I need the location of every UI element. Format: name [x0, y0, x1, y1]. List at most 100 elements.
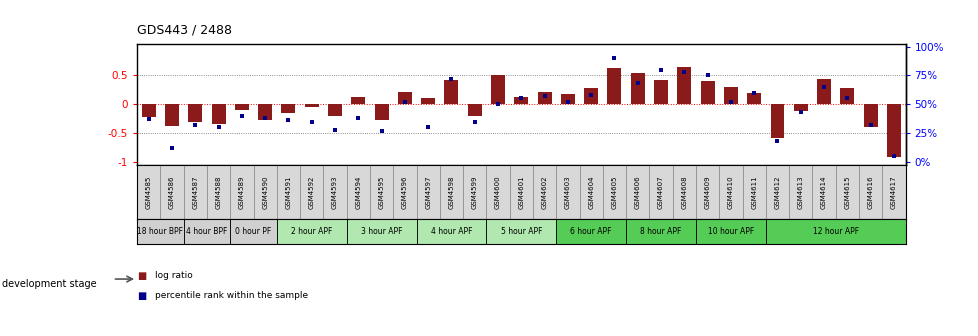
- Text: GSM4609: GSM4609: [704, 175, 710, 209]
- Bar: [421, 98, 434, 104]
- Point: [164, 145, 180, 151]
- Bar: [346, 165, 370, 219]
- Point: [512, 96, 528, 101]
- Point: [490, 101, 506, 107]
- Point: [769, 138, 784, 144]
- Text: GSM4616: GSM4616: [867, 175, 872, 209]
- Bar: [579, 165, 602, 219]
- Bar: [560, 94, 574, 104]
- Text: GSM4608: GSM4608: [681, 175, 687, 209]
- Bar: [839, 88, 854, 104]
- Bar: [416, 165, 439, 219]
- Bar: [858, 165, 881, 219]
- Text: 0 hour PF: 0 hour PF: [235, 227, 271, 236]
- Text: GSM4615: GSM4615: [843, 175, 850, 209]
- Bar: [788, 165, 812, 219]
- Bar: [700, 81, 714, 104]
- Text: 18 hour BPF: 18 hour BPF: [137, 227, 183, 236]
- Point: [885, 154, 901, 159]
- Text: GSM4617: GSM4617: [890, 175, 896, 209]
- Bar: [206, 165, 230, 219]
- Point: [327, 127, 342, 132]
- Bar: [277, 165, 300, 219]
- Text: GSM4595: GSM4595: [378, 175, 384, 209]
- Text: GSM4591: GSM4591: [286, 175, 291, 209]
- Bar: [607, 69, 621, 104]
- Point: [350, 116, 366, 121]
- Bar: [626, 165, 648, 219]
- Text: GSM4593: GSM4593: [332, 175, 337, 209]
- Bar: [397, 92, 412, 104]
- Bar: [346, 219, 416, 244]
- Bar: [770, 104, 783, 138]
- Bar: [184, 219, 230, 244]
- Text: 8 hour APF: 8 hour APF: [640, 227, 681, 236]
- Bar: [817, 79, 830, 104]
- Text: GSM4603: GSM4603: [564, 175, 570, 209]
- Bar: [188, 104, 202, 122]
- Point: [652, 67, 668, 72]
- Bar: [393, 165, 416, 219]
- Text: GSM4613: GSM4613: [797, 175, 803, 209]
- Point: [559, 99, 575, 104]
- Text: GSM4606: GSM4606: [634, 175, 641, 209]
- Text: GSM4585: GSM4585: [146, 175, 152, 209]
- Bar: [677, 67, 690, 104]
- Text: GSM4588: GSM4588: [215, 175, 221, 209]
- Text: GSM4599: GSM4599: [471, 175, 477, 209]
- Text: percentile rank within the sample: percentile rank within the sample: [155, 291, 307, 300]
- Bar: [695, 165, 719, 219]
- Text: 4 hour APF: 4 hour APF: [430, 227, 471, 236]
- Point: [676, 69, 691, 75]
- Bar: [370, 165, 393, 219]
- Text: GDS443 / 2488: GDS443 / 2488: [137, 24, 232, 37]
- Text: 5 hour APF: 5 hour APF: [500, 227, 542, 236]
- Text: GSM4611: GSM4611: [750, 175, 756, 209]
- Text: GSM4594: GSM4594: [355, 175, 361, 209]
- Bar: [491, 75, 505, 104]
- Bar: [741, 165, 765, 219]
- Point: [443, 76, 459, 82]
- Point: [420, 125, 435, 130]
- Bar: [886, 104, 900, 157]
- Bar: [602, 165, 626, 219]
- Bar: [653, 80, 667, 104]
- Point: [374, 128, 389, 133]
- Bar: [463, 165, 486, 219]
- Bar: [230, 165, 253, 219]
- Point: [210, 125, 226, 130]
- Text: 3 hour APF: 3 hour APF: [361, 227, 402, 236]
- Point: [234, 113, 249, 119]
- Text: GSM4605: GSM4605: [611, 175, 617, 209]
- Bar: [765, 219, 905, 244]
- Bar: [695, 219, 765, 244]
- Bar: [672, 165, 695, 219]
- Bar: [556, 219, 626, 244]
- Point: [862, 122, 877, 128]
- Bar: [142, 104, 156, 117]
- Text: ■: ■: [137, 291, 146, 301]
- Text: GSM4604: GSM4604: [588, 175, 594, 209]
- Bar: [486, 219, 556, 244]
- Point: [536, 93, 552, 99]
- Text: 12 hour APF: 12 hour APF: [812, 227, 858, 236]
- Bar: [723, 87, 737, 104]
- Bar: [137, 219, 184, 244]
- Text: GSM4610: GSM4610: [728, 175, 734, 209]
- Point: [467, 119, 482, 124]
- Bar: [556, 165, 579, 219]
- Text: GSM4586: GSM4586: [169, 175, 175, 209]
- Bar: [277, 219, 346, 244]
- Bar: [537, 92, 551, 104]
- Bar: [467, 104, 481, 116]
- Text: GSM4587: GSM4587: [192, 175, 199, 209]
- Point: [816, 84, 831, 90]
- Text: 6 hour APF: 6 hour APF: [570, 227, 611, 236]
- Bar: [439, 165, 463, 219]
- Point: [257, 116, 273, 121]
- Bar: [184, 165, 206, 219]
- Bar: [211, 104, 225, 124]
- Bar: [793, 104, 807, 111]
- Bar: [137, 165, 160, 219]
- Bar: [253, 165, 277, 219]
